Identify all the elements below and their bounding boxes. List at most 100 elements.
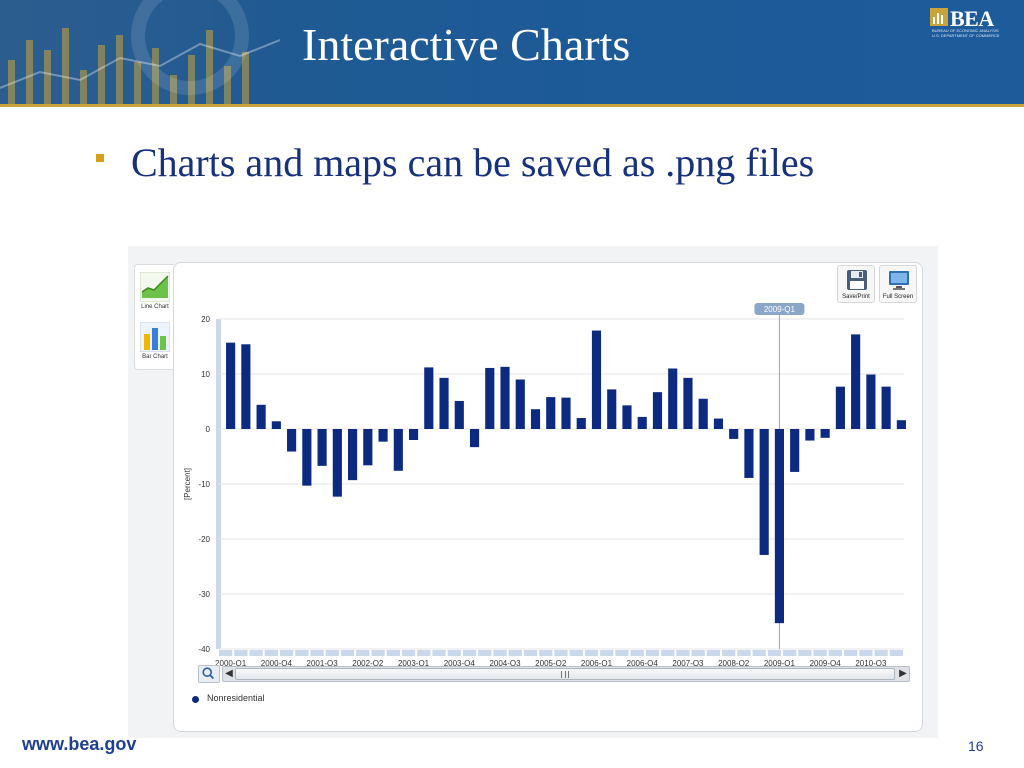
save-print-button[interactable]: Save/Print: [837, 265, 875, 303]
x-band-segment: [462, 650, 477, 656]
bar: [302, 429, 312, 486]
bar: [881, 386, 891, 429]
x-band-segment: [874, 650, 888, 656]
x-band-segment: [310, 650, 324, 656]
bea-logo-icon: [930, 8, 948, 26]
bar: [698, 398, 708, 429]
bar: [561, 397, 571, 429]
x-tick-label: 2007-Q3: [672, 659, 704, 668]
x-band-segment: [417, 650, 431, 656]
bar: [393, 429, 403, 471]
x-band-segment: [584, 650, 599, 656]
x-band-segment: [722, 650, 736, 656]
x-band-segment: [295, 650, 309, 656]
line-chart-label: Line Chart: [141, 304, 169, 310]
full-screen-button[interactable]: Full Screen: [879, 265, 917, 303]
bar: [424, 367, 434, 429]
bar: [515, 379, 525, 429]
bar: [241, 344, 251, 429]
scroll-track[interactable]: ◀ ▶: [222, 666, 910, 682]
logo-subtext-line2: U.S. DEPARTMENT OF COMMERCE: [932, 33, 1000, 38]
bar: [469, 429, 480, 448]
x-tick-label: 2006-Q1: [581, 659, 613, 668]
bar-chart-button[interactable]: Bar Chart: [138, 322, 172, 360]
x-band-segment: [493, 650, 507, 656]
x-band-segment: [386, 650, 400, 656]
bar: [896, 420, 906, 429]
logo-text: BEA: [950, 6, 994, 31]
x-band-segment: [234, 650, 248, 656]
bar: [622, 405, 632, 429]
x-tick-label: 2000-Q4: [261, 659, 293, 668]
x-band-segment: [706, 650, 721, 656]
x-band-segment: [691, 650, 705, 656]
legend-marker: [192, 696, 199, 703]
bar: [790, 429, 800, 472]
zoom-button[interactable]: [198, 665, 220, 683]
x-band-segment: [478, 650, 492, 656]
x-tick-label: 2004-Q3: [489, 659, 521, 668]
bar: [744, 429, 754, 478]
x-band-segment: [828, 650, 843, 656]
x-tick-label: 2009-Q4: [810, 659, 842, 668]
bar: [652, 392, 663, 429]
bea-logo: BEA BUREAU OF ECONOMIC ANALYSIS U.S. DEP…: [930, 6, 1012, 40]
save-print-label: Save/Print: [842, 294, 870, 300]
x-band-segment: [554, 650, 568, 656]
x-band-segment: [661, 650, 675, 656]
bar: [805, 429, 815, 441]
scroll-right-icon[interactable]: ▶: [899, 668, 907, 679]
bar: [729, 429, 739, 439]
x-band-segment: [264, 650, 278, 656]
x-tick-label: 2003-Q4: [444, 659, 476, 668]
x-band-segment: [340, 650, 355, 656]
bar: [713, 418, 724, 429]
y-tick-label: -30: [198, 590, 210, 599]
x-band-segment: [356, 650, 370, 656]
bar: [378, 429, 388, 442]
bar: [546, 397, 556, 429]
footer-url[interactable]: www.bea.gov: [22, 734, 137, 754]
x-band-segment: [615, 650, 629, 656]
x-band-segment: [569, 650, 583, 656]
bar: [348, 429, 358, 481]
bar: [408, 429, 419, 440]
x-tick-label: 2005-Q2: [535, 659, 567, 668]
bullet-text: Charts and maps can be saved as .png fil…: [131, 140, 815, 185]
line-chart-button[interactable]: Line Chart: [138, 272, 172, 310]
bar: [820, 429, 830, 438]
zoom-icon: [202, 667, 215, 680]
x-tick-label: 2008-Q2: [718, 659, 750, 668]
scroll-grip-icon: [561, 671, 569, 678]
full-screen-icon: [889, 271, 909, 290]
bar: [637, 416, 647, 429]
bar-chart: 20 10 0 -10 -20 -30 -40 [Percent] 2009-Q1 2000-Q1…: [183, 303, 906, 668]
x-band-segment: [859, 650, 873, 656]
bar: [454, 400, 464, 429]
x-band-segment: [600, 650, 614, 656]
scroll-thumb[interactable]: [235, 668, 895, 680]
x-band-segment: [798, 650, 812, 656]
x-tick-label: 2006-Q4: [627, 659, 659, 668]
bar: [271, 421, 281, 429]
slide-title: Interactive Charts: [302, 19, 631, 70]
bar: [256, 404, 266, 429]
legend-label: Nonresidential: [207, 693, 265, 703]
banner-divider: [0, 104, 1024, 107]
x-tick-label: 2002-Q2: [352, 659, 384, 668]
x-band-segment: [371, 650, 385, 656]
scroll-left-icon[interactable]: ◀: [225, 668, 233, 679]
x-band-segment: [539, 650, 553, 656]
bar: [287, 429, 297, 452]
bullet-marker: [96, 154, 104, 162]
x-tick-label: 2010-Q3: [855, 659, 887, 668]
y-tick-label: 0: [206, 425, 211, 434]
x-band-segment: [767, 650, 782, 656]
bar: [851, 334, 861, 429]
x-band-segment: [279, 650, 294, 656]
full-screen-label: Full Screen: [882, 294, 914, 300]
y-axis-label: [Percent]: [183, 468, 192, 500]
bar: [683, 377, 693, 429]
bar: [576, 418, 586, 429]
bar: [439, 377, 449, 429]
